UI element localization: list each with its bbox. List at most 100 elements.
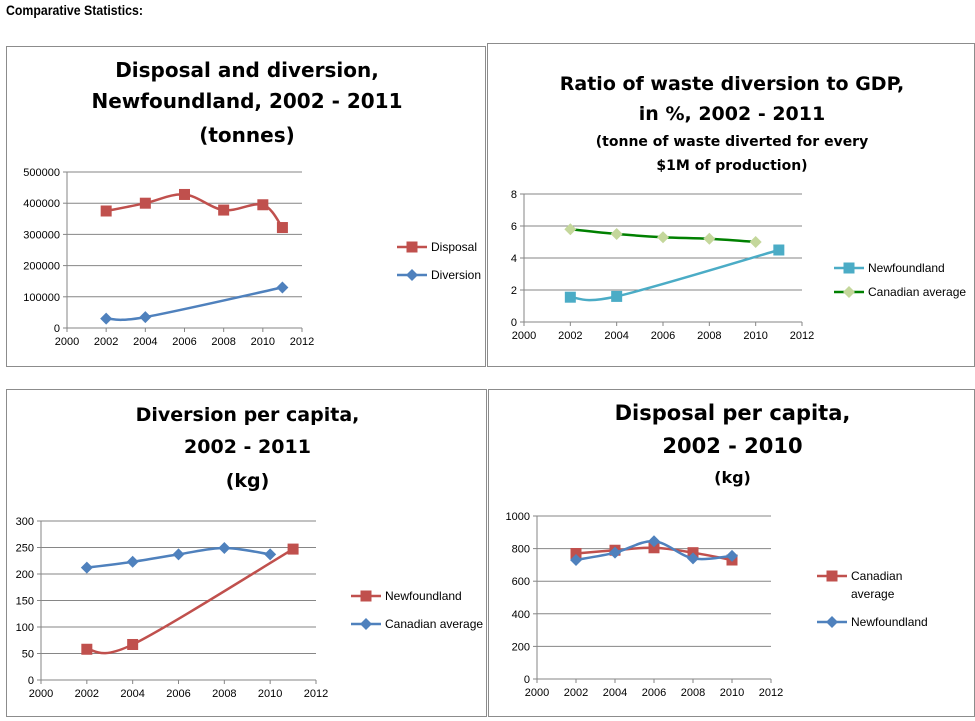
y-tick-label: 8 — [511, 189, 517, 201]
y-tick-label: 4 — [511, 253, 517, 265]
data-point-0 — [218, 204, 230, 216]
series-line-0 — [570, 248, 780, 302]
y-tick-label: 250 — [16, 543, 34, 555]
y-tick-label: 150 — [16, 596, 34, 608]
chart-subtitle-line: $1M of production) — [656, 158, 807, 174]
y-tick-label: 200 — [512, 641, 530, 653]
data-point-1 — [218, 542, 231, 555]
data-point-0 — [81, 643, 93, 655]
page-title: Comparative Statistics: — [6, 2, 143, 18]
x-tick-label: 2004 — [133, 336, 157, 348]
x-tick-label: 2002 — [75, 688, 99, 700]
x-tick-label: 2012 — [304, 688, 328, 700]
data-point-0 — [570, 547, 582, 559]
legend-label: Newfoundland — [385, 589, 462, 603]
chart-panel-diversion-per-capita: Diversion per capita, 2002 - 2011 (kg) 0 50 1… — [6, 389, 487, 717]
data-point-0 — [611, 290, 623, 302]
x-tick-label: 2010 — [258, 688, 282, 700]
chart-panel-diversion-gdp-ratio: Ratio of waste diversion to GDP, in %, 20… — [487, 43, 975, 367]
legend-label: average — [851, 587, 895, 601]
data-point-0 — [127, 638, 139, 650]
data-point-0 — [257, 199, 269, 211]
data-point-1 — [703, 232, 716, 245]
x-tick-label: 2006 — [651, 330, 675, 342]
x-tick-label: 2000 — [512, 330, 536, 342]
legend-label: Canadian — [851, 569, 902, 583]
legend-swatch-marker — [360, 618, 372, 630]
data-point-1 — [80, 561, 93, 574]
y-tick-label: 400000 — [23, 198, 60, 210]
y-tick-label: 400 — [512, 609, 530, 621]
data-point-0 — [287, 543, 299, 555]
data-point-1 — [126, 555, 139, 568]
y-tick-label: 800 — [512, 544, 530, 556]
chart-title-line: 2002 - 2011 — [184, 436, 311, 458]
series-line-1 — [106, 286, 283, 322]
x-tick-label: 2012 — [759, 687, 783, 699]
legend-swatch-marker — [843, 262, 855, 274]
data-point-0 — [276, 222, 288, 234]
x-tick-label: 2000 — [525, 687, 549, 699]
x-tick-label: 2006 — [166, 688, 190, 700]
x-tick-label: 2006 — [642, 687, 666, 699]
legend-swatch-marker — [360, 590, 372, 602]
legend-swatch-marker — [826, 616, 838, 628]
x-tick-label: 2002 — [564, 687, 588, 699]
data-point-1 — [726, 549, 738, 562]
data-point-0 — [773, 244, 785, 256]
x-tick-label: 2008 — [697, 330, 721, 342]
y-tick-label: 0 — [511, 317, 517, 329]
legend-label: Diversion — [431, 268, 481, 282]
x-tick-label: 2008 — [681, 687, 705, 699]
data-point-0 — [648, 542, 660, 554]
x-tick-label: 2010 — [251, 336, 275, 348]
x-tick-label: 2000 — [29, 688, 53, 700]
data-point-1 — [172, 548, 185, 561]
y-tick-label: 1000 — [506, 511, 530, 523]
y-tick-label: 300 — [16, 516, 34, 528]
data-point-0 — [139, 197, 151, 209]
chart-title-line: in %, 2002 - 2011 — [639, 103, 825, 125]
y-tick-label: 600 — [512, 576, 530, 588]
chart-panel-disposal-diversion: Disposal and diversion, Newfoundland, 200… — [6, 46, 486, 367]
data-point-1 — [687, 552, 699, 565]
legend-label: Newfoundland — [851, 615, 928, 629]
x-tick-label: 2004 — [604, 330, 628, 342]
x-tick-label: 2002 — [558, 330, 582, 342]
legend-label: Canadian average — [868, 285, 966, 299]
data-point-1 — [100, 312, 113, 325]
y-tick-label: 500000 — [23, 167, 60, 179]
chart-title-line: Disposal per capita, — [615, 401, 851, 425]
legend-label: Canadian average — [385, 617, 483, 631]
x-tick-label: 2006 — [172, 336, 196, 348]
legend-swatch-marker — [406, 241, 418, 253]
data-point-0 — [564, 291, 576, 303]
legend-label: Disposal — [431, 240, 477, 254]
data-point-1 — [749, 236, 762, 248]
legend-swatch-marker — [826, 570, 838, 582]
y-tick-label: 100 — [16, 622, 34, 634]
chart-svg: Disposal per capita,2002 - 2010(kg)02004… — [506, 401, 928, 699]
data-point-1 — [648, 535, 660, 548]
data-point-1 — [264, 548, 277, 561]
data-point-1 — [609, 546, 621, 559]
series-line-0 — [86, 548, 294, 655]
legend-swatch-marker — [406, 269, 418, 281]
chart-svg: Disposal and diversion, Newfoundland, 200… — [23, 58, 481, 348]
legend-swatch-marker — [843, 286, 855, 298]
data-point-1 — [570, 554, 582, 567]
data-point-0 — [100, 205, 112, 217]
data-point-1 — [139, 311, 152, 324]
chart-svg: Ratio of waste diversion to GDP, in %, 20… — [511, 73, 967, 342]
data-point-0 — [179, 188, 190, 200]
data-point-1 — [610, 228, 623, 240]
x-tick-label: 2010 — [743, 330, 767, 342]
y-tick-label: 200000 — [23, 261, 60, 273]
x-tick-label: 2010 — [720, 687, 744, 699]
y-tick-label: 200 — [16, 569, 34, 581]
chart-subtitle-line: (tonne of waste diverted for every — [596, 134, 868, 150]
y-tick-label: 6 — [511, 221, 517, 233]
chart-title-line: Ratio of waste diversion to GDP, — [560, 73, 904, 95]
legend-label: Newfoundland — [868, 261, 945, 275]
data-point-1 — [276, 281, 289, 294]
